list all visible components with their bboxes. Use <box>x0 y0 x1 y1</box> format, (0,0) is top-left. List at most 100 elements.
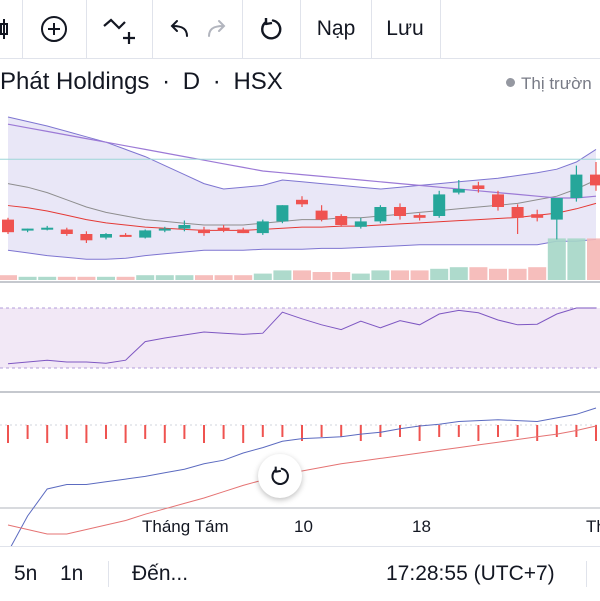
rsi-band-fill <box>0 308 600 368</box>
candle-body <box>433 194 446 216</box>
candle-body <box>60 229 73 234</box>
candle-body <box>550 198 563 220</box>
candle-body <box>119 234 132 237</box>
volume-bar <box>38 276 57 280</box>
market-status-text: Thị trườn <box>521 74 592 93</box>
price-pane <box>0 116 600 280</box>
candle-body <box>21 228 34 231</box>
interval-label: D <box>182 68 201 95</box>
macd-histogram-bar <box>379 425 382 437</box>
undo-icon[interactable] <box>160 0 196 58</box>
volume-bar <box>351 273 370 280</box>
volume-bar <box>234 275 253 280</box>
candle-body <box>590 174 600 186</box>
volume-bar <box>528 267 547 280</box>
macd-histogram-bar <box>359 425 362 441</box>
candle-body <box>276 205 289 222</box>
rsi-line <box>7 307 596 365</box>
add-icon[interactable] <box>23 0 85 58</box>
candle-body <box>139 230 152 238</box>
candle-body <box>296 199 308 205</box>
macd-histogram-bar <box>105 425 107 439</box>
candle-body <box>315 210 328 220</box>
refresh-icon[interactable] <box>243 0 299 58</box>
macd-histogram-bar <box>536 425 539 441</box>
market-status[interactable]: Thị trườn <box>506 74 592 94</box>
macd-histogram-bar <box>418 425 421 441</box>
candle-body <box>80 234 93 241</box>
macd-histogram-bar <box>46 425 49 443</box>
volume-bar <box>430 268 449 280</box>
volume-bar <box>332 272 351 280</box>
reset-icon <box>271 466 289 486</box>
bottom-bar: 5n 1n Đến... 17:28:55 (UTC+7) <box>0 546 600 601</box>
candle-body <box>198 229 210 234</box>
volume-bar <box>273 270 292 280</box>
volume-bar <box>391 270 409 280</box>
volume-bar <box>312 272 331 280</box>
title-separator: · <box>212 68 221 95</box>
rsi-pane <box>0 307 600 369</box>
indicator-icon[interactable] <box>0 0 20 58</box>
goto-date-button[interactable]: Đến... <box>132 562 189 585</box>
candle-body <box>374 207 387 222</box>
compare-icon[interactable] <box>87 0 151 58</box>
range-5d-button[interactable]: 5n <box>14 562 38 585</box>
macd-histogram-bar <box>261 425 264 437</box>
symbol-title[interactable]: Phát Holdings · D · HSX <box>0 68 283 96</box>
candle-body <box>2 219 14 233</box>
macd-histogram-bar <box>222 425 225 439</box>
save-button[interactable]: Lưu <box>386 17 424 40</box>
chart-canvas[interactable] <box>0 0 600 546</box>
symbol-name: Phát Holdings <box>0 68 150 95</box>
volume-bar <box>449 267 468 280</box>
candle-body <box>256 221 269 234</box>
volume-bar <box>77 276 96 280</box>
clock-timezone[interactable]: 17:28:55 (UTC+7) <box>386 562 555 585</box>
macd-histogram-bar <box>144 425 147 439</box>
macd-histogram-bar <box>85 425 88 443</box>
volume-bar <box>195 275 213 280</box>
volume-bar <box>508 268 527 280</box>
macd-histogram-bar <box>7 425 9 443</box>
signal-line <box>7 425 597 535</box>
macd-histogram-bar <box>183 425 186 439</box>
macd-histogram-bar <box>301 425 303 441</box>
candle-body <box>570 174 583 198</box>
volume-bar <box>547 238 566 280</box>
macd-pane <box>0 407 600 546</box>
volume-bar <box>469 267 488 280</box>
macd-histogram-bar <box>477 425 480 441</box>
volume-bar <box>410 270 429 280</box>
range-1d-button[interactable]: 1n <box>60 562 84 585</box>
macd-histogram-bar <box>399 425 401 437</box>
macd-histogram-bar <box>497 425 499 437</box>
macd-histogram-bar <box>516 425 519 437</box>
macd-histogram-bar <box>340 425 343 437</box>
candle-body <box>492 194 504 207</box>
macd-histogram-bar <box>281 425 284 437</box>
macd-histogram-bar <box>203 425 205 443</box>
macd-histogram-bar <box>65 425 68 439</box>
candle-body <box>237 229 250 234</box>
candle-body <box>472 185 485 189</box>
redo-icon[interactable] <box>200 0 236 58</box>
candle-body <box>217 227 230 231</box>
volume-bar <box>567 238 586 280</box>
macd-histogram-bar <box>595 425 597 441</box>
candle-body <box>41 227 54 230</box>
candle-body <box>100 234 112 238</box>
volume-bar <box>57 276 76 280</box>
volume-bar <box>97 276 115 280</box>
volume-bar <box>214 275 233 280</box>
macd-line <box>10 407 597 546</box>
time-axis-label: Th <box>586 517 600 536</box>
reload-button[interactable]: Nạp <box>316 17 356 40</box>
top-toolbar: Nạp Lưu <box>0 0 600 59</box>
time-axis-label: 10 <box>294 517 313 536</box>
volume-bar <box>0 275 17 280</box>
volume-bar <box>293 270 311 280</box>
candle-body <box>394 207 406 216</box>
volume-bar <box>253 273 272 280</box>
reset-chart-button[interactable] <box>258 454 302 498</box>
